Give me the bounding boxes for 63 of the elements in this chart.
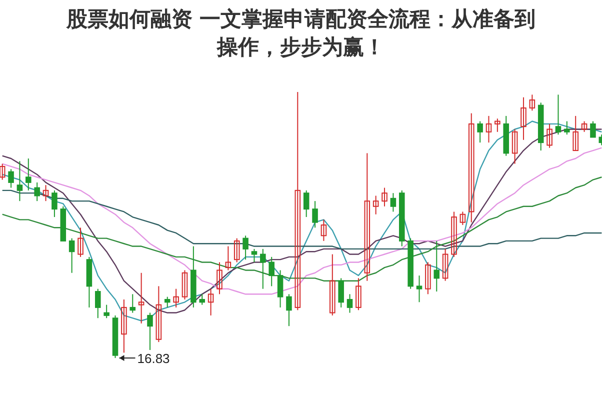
candlestick	[242, 235, 248, 260]
candlestick	[260, 248, 266, 290]
candlestick	[234, 238, 240, 263]
candlestick	[572, 115, 578, 152]
candlestick	[372, 195, 379, 215]
candlestick	[356, 278, 362, 311]
candlestick	[286, 294, 292, 327]
candlestick	[34, 182, 40, 202]
candlestick	[130, 294, 136, 314]
candlestick	[320, 219, 327, 242]
candlestick	[277, 270, 284, 308]
candlestick	[564, 120, 570, 136]
candlestick	[451, 211, 457, 258]
candlestick	[512, 128, 518, 164]
chart-title: 股票如何融资 一文掌握申请配资全流程：从准备到操作，步步为赢！	[65, 7, 536, 59]
candlestick	[460, 211, 466, 226]
candlestick	[529, 94, 536, 112]
annotation: 16.83	[137, 351, 170, 366]
candlestick	[434, 240, 440, 292]
candlestick	[68, 238, 75, 274]
candlestick	[104, 304, 110, 319]
candlestick	[216, 262, 222, 295]
candlestick	[546, 123, 552, 148]
candlestick	[416, 275, 422, 303]
candlestick	[52, 190, 58, 218]
candlestick	[338, 278, 344, 308]
candlestick	[164, 296, 170, 308]
candlestick	[42, 184, 49, 202]
candlestick	[182, 270, 188, 300]
candlestick	[382, 187, 388, 207]
candlestick	[94, 288, 101, 319]
candlestick	[26, 158, 32, 191]
candlestick	[8, 168, 14, 188]
candlestick	[346, 294, 353, 314]
candlestick	[581, 120, 588, 132]
candlestick	[294, 92, 301, 311]
candlestick	[312, 200, 318, 228]
candlestick	[251, 248, 258, 263]
candlestick	[390, 192, 396, 212]
candlestick	[590, 120, 596, 138]
candlestick	[425, 262, 431, 295]
candlestick	[364, 152, 370, 282]
candlestick	[303, 190, 310, 218]
candlestick	[268, 256, 274, 287]
candlestick	[16, 160, 23, 202]
candlestick	[156, 286, 162, 343]
candlestick	[520, 96, 526, 140]
candlestick	[121, 298, 127, 354]
candlestick	[147, 312, 153, 351]
candlestick	[494, 118, 500, 132]
candlestick	[225, 246, 232, 271]
candlestick	[477, 120, 483, 144]
candlestick	[330, 254, 336, 316]
candlestick	[486, 115, 492, 144]
candlestick	[78, 227, 84, 258]
candlestick	[442, 248, 448, 282]
candlestick	[555, 94, 562, 136]
candlestick	[138, 272, 144, 324]
candlestick	[208, 288, 214, 316]
candlestick	[0, 163, 6, 180]
candlestick	[199, 294, 206, 306]
candlestick	[468, 112, 474, 223]
candlestick	[173, 288, 179, 308]
